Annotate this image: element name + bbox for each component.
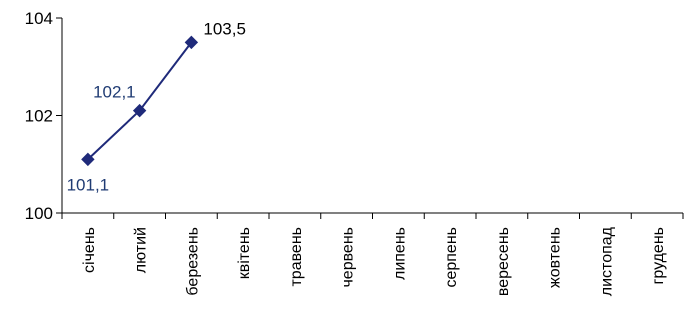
ticks: 100 102 104 січень лютий березень квітень траве… bbox=[25, 9, 684, 296]
x-tick-label: листопад bbox=[598, 226, 615, 296]
x-tick-label: лютий bbox=[133, 227, 150, 273]
x-tick-label: червень bbox=[340, 227, 357, 288]
data-label: 101,1 bbox=[67, 175, 110, 194]
data-label: 102,1 bbox=[93, 83, 136, 102]
x-tick-label: січень bbox=[81, 227, 98, 273]
x-tick-label: жовтень bbox=[547, 227, 564, 288]
y-tick-label: 102 bbox=[25, 107, 53, 126]
y-tick-label: 100 bbox=[25, 204, 53, 223]
data-point-marker bbox=[132, 103, 147, 118]
data-point-marker bbox=[184, 35, 199, 50]
x-tick-label: березень bbox=[184, 227, 201, 296]
data-labels: 101,1 102,1 103,5 bbox=[67, 19, 246, 194]
x-tick-label: квітень bbox=[236, 227, 253, 279]
y-tick-label: 104 bbox=[25, 9, 53, 28]
x-tick-label: серпень bbox=[443, 227, 460, 288]
data-label: 103,5 bbox=[203, 19, 246, 38]
axes bbox=[61, 18, 683, 214]
x-tick-label: грудень bbox=[650, 227, 667, 284]
x-tick-label: липень bbox=[391, 227, 408, 280]
x-tick-label: вересень bbox=[495, 227, 512, 296]
series-group bbox=[81, 35, 199, 167]
x-tick-label: травень bbox=[288, 227, 305, 287]
data-point-marker bbox=[81, 152, 95, 167]
